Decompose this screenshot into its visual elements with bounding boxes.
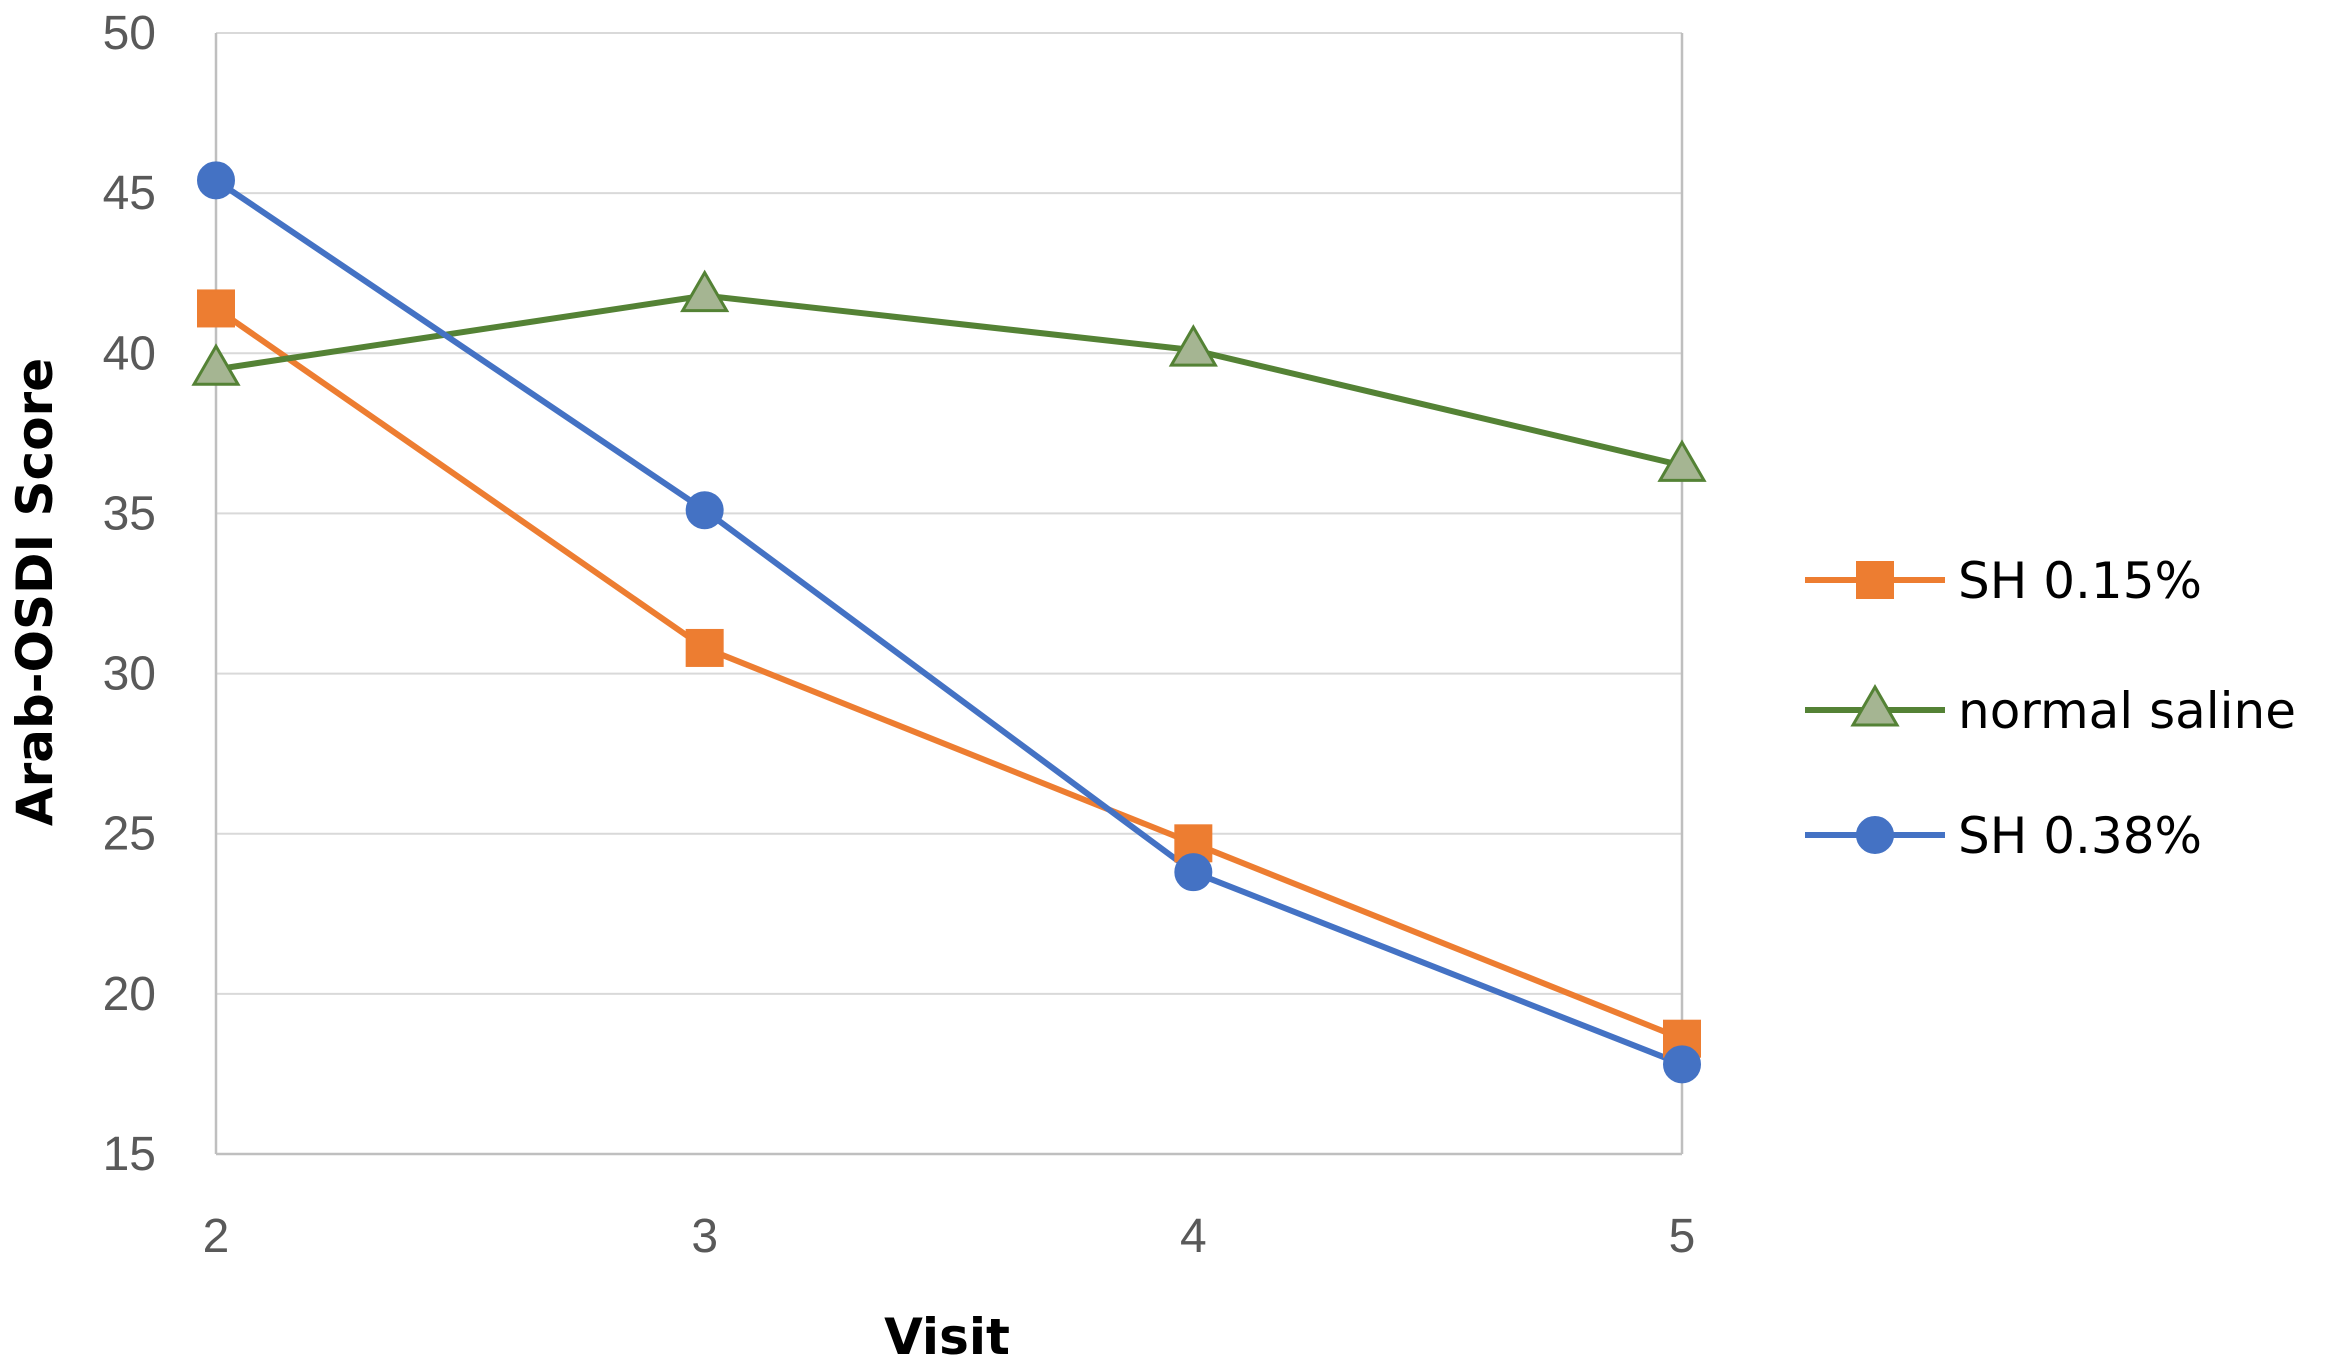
data-point-normal-saline [680, 269, 730, 313]
y-tick-label: 40 [103, 327, 156, 380]
data-point-normal-saline [191, 343, 241, 386]
legend-marker-sh-0-15 [1856, 561, 1894, 599]
data-point-sh-0-15 [197, 289, 235, 328]
axes [214, 33, 1684, 1156]
series-line-normal-saline [215, 292, 1683, 469]
data-point-sh-0-38 [1174, 853, 1213, 892]
y-tick-label: 25 [103, 808, 156, 861]
series-lines [214, 177, 1684, 1068]
legend-marker-sh-0-38 [1856, 816, 1894, 854]
series-markers [191, 161, 1707, 1084]
legend-label-normal-saline: normal saline [1958, 682, 2296, 740]
legend: SH 0.15% normal saline SH 0.38% [1805, 552, 2296, 865]
series-line-sh-0-38 [214, 177, 1684, 1068]
data-point-normal-saline [1657, 439, 1707, 482]
y-tick-label: 45 [103, 167, 156, 220]
data-point-sh-0-38 [1663, 1045, 1701, 1084]
y-axis-title: Arab-OSDI Score [6, 358, 64, 826]
legend-label-sh-0-38: SH 0.38% [1958, 807, 2202, 865]
data-point-normal-saline [1168, 324, 1218, 367]
y-tick-label: 30 [103, 648, 156, 701]
series-line-sh-0-15 [214, 305, 1684, 1042]
x-tick-label: 5 [1669, 1210, 1696, 1263]
y-tick-label: 35 [103, 487, 156, 540]
data-point-sh-0-38 [197, 161, 235, 200]
gridlines [216, 32, 1682, 995]
x-tick-labels: 2 3 4 5 [203, 1210, 1696, 1263]
y-tick-label: 15 [103, 1128, 156, 1181]
legend-marker-normal-saline [1850, 684, 1900, 727]
legend-label-sh-0-15: SH 0.15% [1958, 552, 2202, 610]
x-tick-label: 3 [691, 1210, 718, 1263]
y-tick-label: 20 [103, 968, 156, 1021]
data-point-sh-0-15 [685, 628, 724, 667]
y-tick-label: 50 [103, 7, 156, 60]
y-tick-labels: 15 20 25 30 35 40 45 50 [103, 7, 156, 1181]
x-axis-title: Visit [884, 1308, 1010, 1366]
x-tick-label: 4 [1180, 1210, 1207, 1263]
x-tick-label: 2 [203, 1210, 230, 1263]
data-point-sh-0-38 [685, 491, 724, 530]
